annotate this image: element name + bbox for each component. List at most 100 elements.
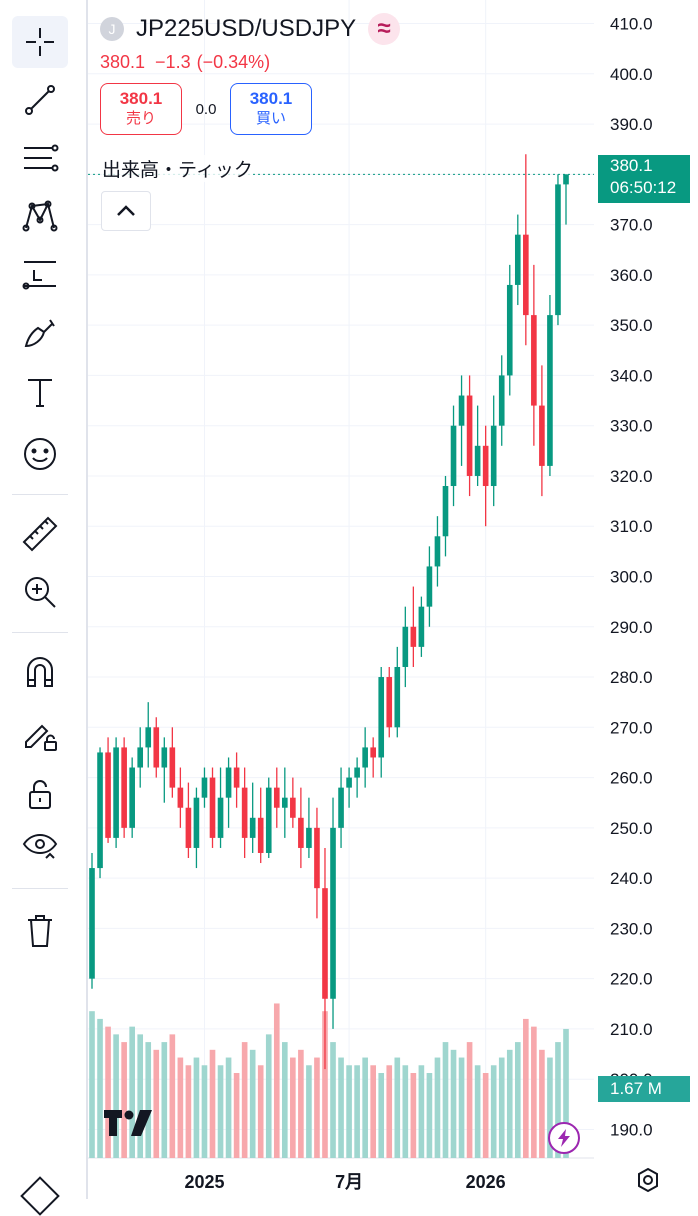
spread-value: 0.0: [195, 100, 217, 118]
text-tool[interactable]: [12, 366, 68, 418]
crosshair-tool[interactable]: [12, 16, 68, 68]
candle-body: [394, 666, 401, 728]
collapse-legend-button[interactable]: [101, 191, 151, 231]
fib-tool[interactable]: [12, 132, 68, 184]
tradingview-logo[interactable]: [104, 1110, 154, 1141]
price-axis-label: 280.0: [610, 668, 653, 687]
volume-bar: [330, 1042, 336, 1158]
buy-price: 380.1: [249, 89, 293, 108]
volume-bar: [378, 1073, 385, 1158]
delete-tool[interactable]: [12, 904, 68, 956]
bar-countdown: 06:50:12: [610, 178, 677, 197]
candle-body: [314, 827, 320, 889]
price-axis-label: 330.0: [610, 417, 653, 436]
volume-bar: [555, 1042, 561, 1158]
volume-bar: [241, 1042, 248, 1158]
prediction-tool[interactable]: [12, 248, 68, 300]
volume-bar: [257, 1065, 264, 1158]
toolbar-separator: [86, 0, 88, 1199]
magnet-tool[interactable]: [12, 646, 68, 698]
candle-body: [129, 767, 135, 828]
volume-bar: [193, 1057, 200, 1158]
volume-bar: [105, 1026, 111, 1158]
candle-body: [466, 395, 473, 476]
lock-drawing-tool[interactable]: [12, 708, 68, 760]
volume-bar: [531, 1026, 537, 1158]
volume-bar: [201, 1065, 208, 1158]
symbol-title[interactable]: JP225USD/USDJPY: [136, 15, 357, 42]
price-axis-label: 290.0: [610, 618, 653, 637]
candle-body: [298, 817, 304, 848]
candle-body: [209, 777, 216, 838]
hide-tool[interactable]: [12, 818, 68, 870]
candle-body: [338, 787, 344, 828]
candle-body: [450, 425, 457, 487]
volume-bar: [490, 1065, 497, 1158]
quick-action-button[interactable]: [548, 1122, 580, 1154]
candle-body: [362, 747, 368, 768]
lock-all-tool[interactable]: [12, 768, 68, 820]
candle-body: [330, 827, 336, 999]
volume-bar: [346, 1065, 352, 1158]
volume-indicator-label[interactable]: 出来高・ティック: [102, 155, 253, 182]
emoji-tool[interactable]: [12, 428, 68, 480]
volume-bar: [177, 1057, 184, 1158]
buy-label: 買い: [255, 110, 286, 127]
volume-bar: [225, 1057, 232, 1158]
candle-body: [402, 626, 409, 667]
candle-body: [370, 747, 376, 758]
zoom-in-tool[interactable]: [12, 566, 68, 618]
volume-bar: [354, 1065, 360, 1158]
volume-bar: [474, 1065, 481, 1158]
time-axis-label: 7月: [335, 1172, 363, 1192]
candle-body: [97, 752, 103, 869]
volume-bar: [394, 1057, 401, 1158]
sell-price: 380.1: [119, 89, 163, 108]
candle-body: [426, 566, 433, 607]
drawing-toolbar: [0, 0, 80, 1216]
spread-badge-icon[interactable]: ≈: [368, 13, 401, 45]
price-axis-label: 210.0: [610, 1020, 653, 1039]
price-axis-label: 190.0: [610, 1120, 653, 1139]
candle-body: [458, 395, 465, 426]
volume-bar: [498, 1057, 505, 1158]
volume-bar: [322, 1011, 328, 1158]
candle-body: [322, 888, 328, 999]
toolbar-more-icon[interactable]: [20, 1176, 60, 1216]
buy-button[interactable]: 380.1 買い: [230, 83, 312, 135]
brush-tool[interactable]: [12, 306, 68, 358]
sell-label: 売り: [125, 110, 156, 127]
volume-bar: [185, 1065, 192, 1158]
emoji-icon: [24, 438, 56, 470]
volume-bar: [282, 1042, 288, 1158]
volume-bar: [539, 1049, 545, 1158]
candle-body: [306, 827, 312, 848]
pattern-tool[interactable]: [12, 190, 68, 242]
volume-bar: [362, 1057, 368, 1158]
candle-body: [161, 747, 168, 768]
volume-bar: [466, 1042, 473, 1158]
candle-body: [490, 425, 497, 487]
candle-body: [282, 797, 288, 808]
candle-body: [137, 747, 144, 768]
volume-bar: [370, 1065, 376, 1158]
price-axis-label: 390.0: [610, 115, 653, 134]
last-price-tag-value: 380.1: [610, 156, 653, 175]
sell-button[interactable]: 380.1 売り: [100, 83, 182, 135]
volume-bar: [137, 1034, 144, 1158]
tradingview-logo-icon: [104, 1110, 152, 1136]
candle-body: [265, 787, 272, 853]
chevron-up-icon: [117, 205, 135, 216]
volume-bar: [145, 1042, 152, 1158]
ruler-tool[interactable]: [12, 508, 68, 560]
candle-body: [354, 767, 360, 778]
prediction-icon: [22, 261, 56, 290]
chart-settings-icon[interactable]: [634, 1166, 662, 1194]
candle-body: [113, 747, 119, 838]
candle-body: [121, 747, 127, 828]
time-axis-label: 2026: [466, 1172, 506, 1192]
toolbar-divider: [12, 888, 68, 889]
trend-line-tool[interactable]: [12, 74, 68, 126]
